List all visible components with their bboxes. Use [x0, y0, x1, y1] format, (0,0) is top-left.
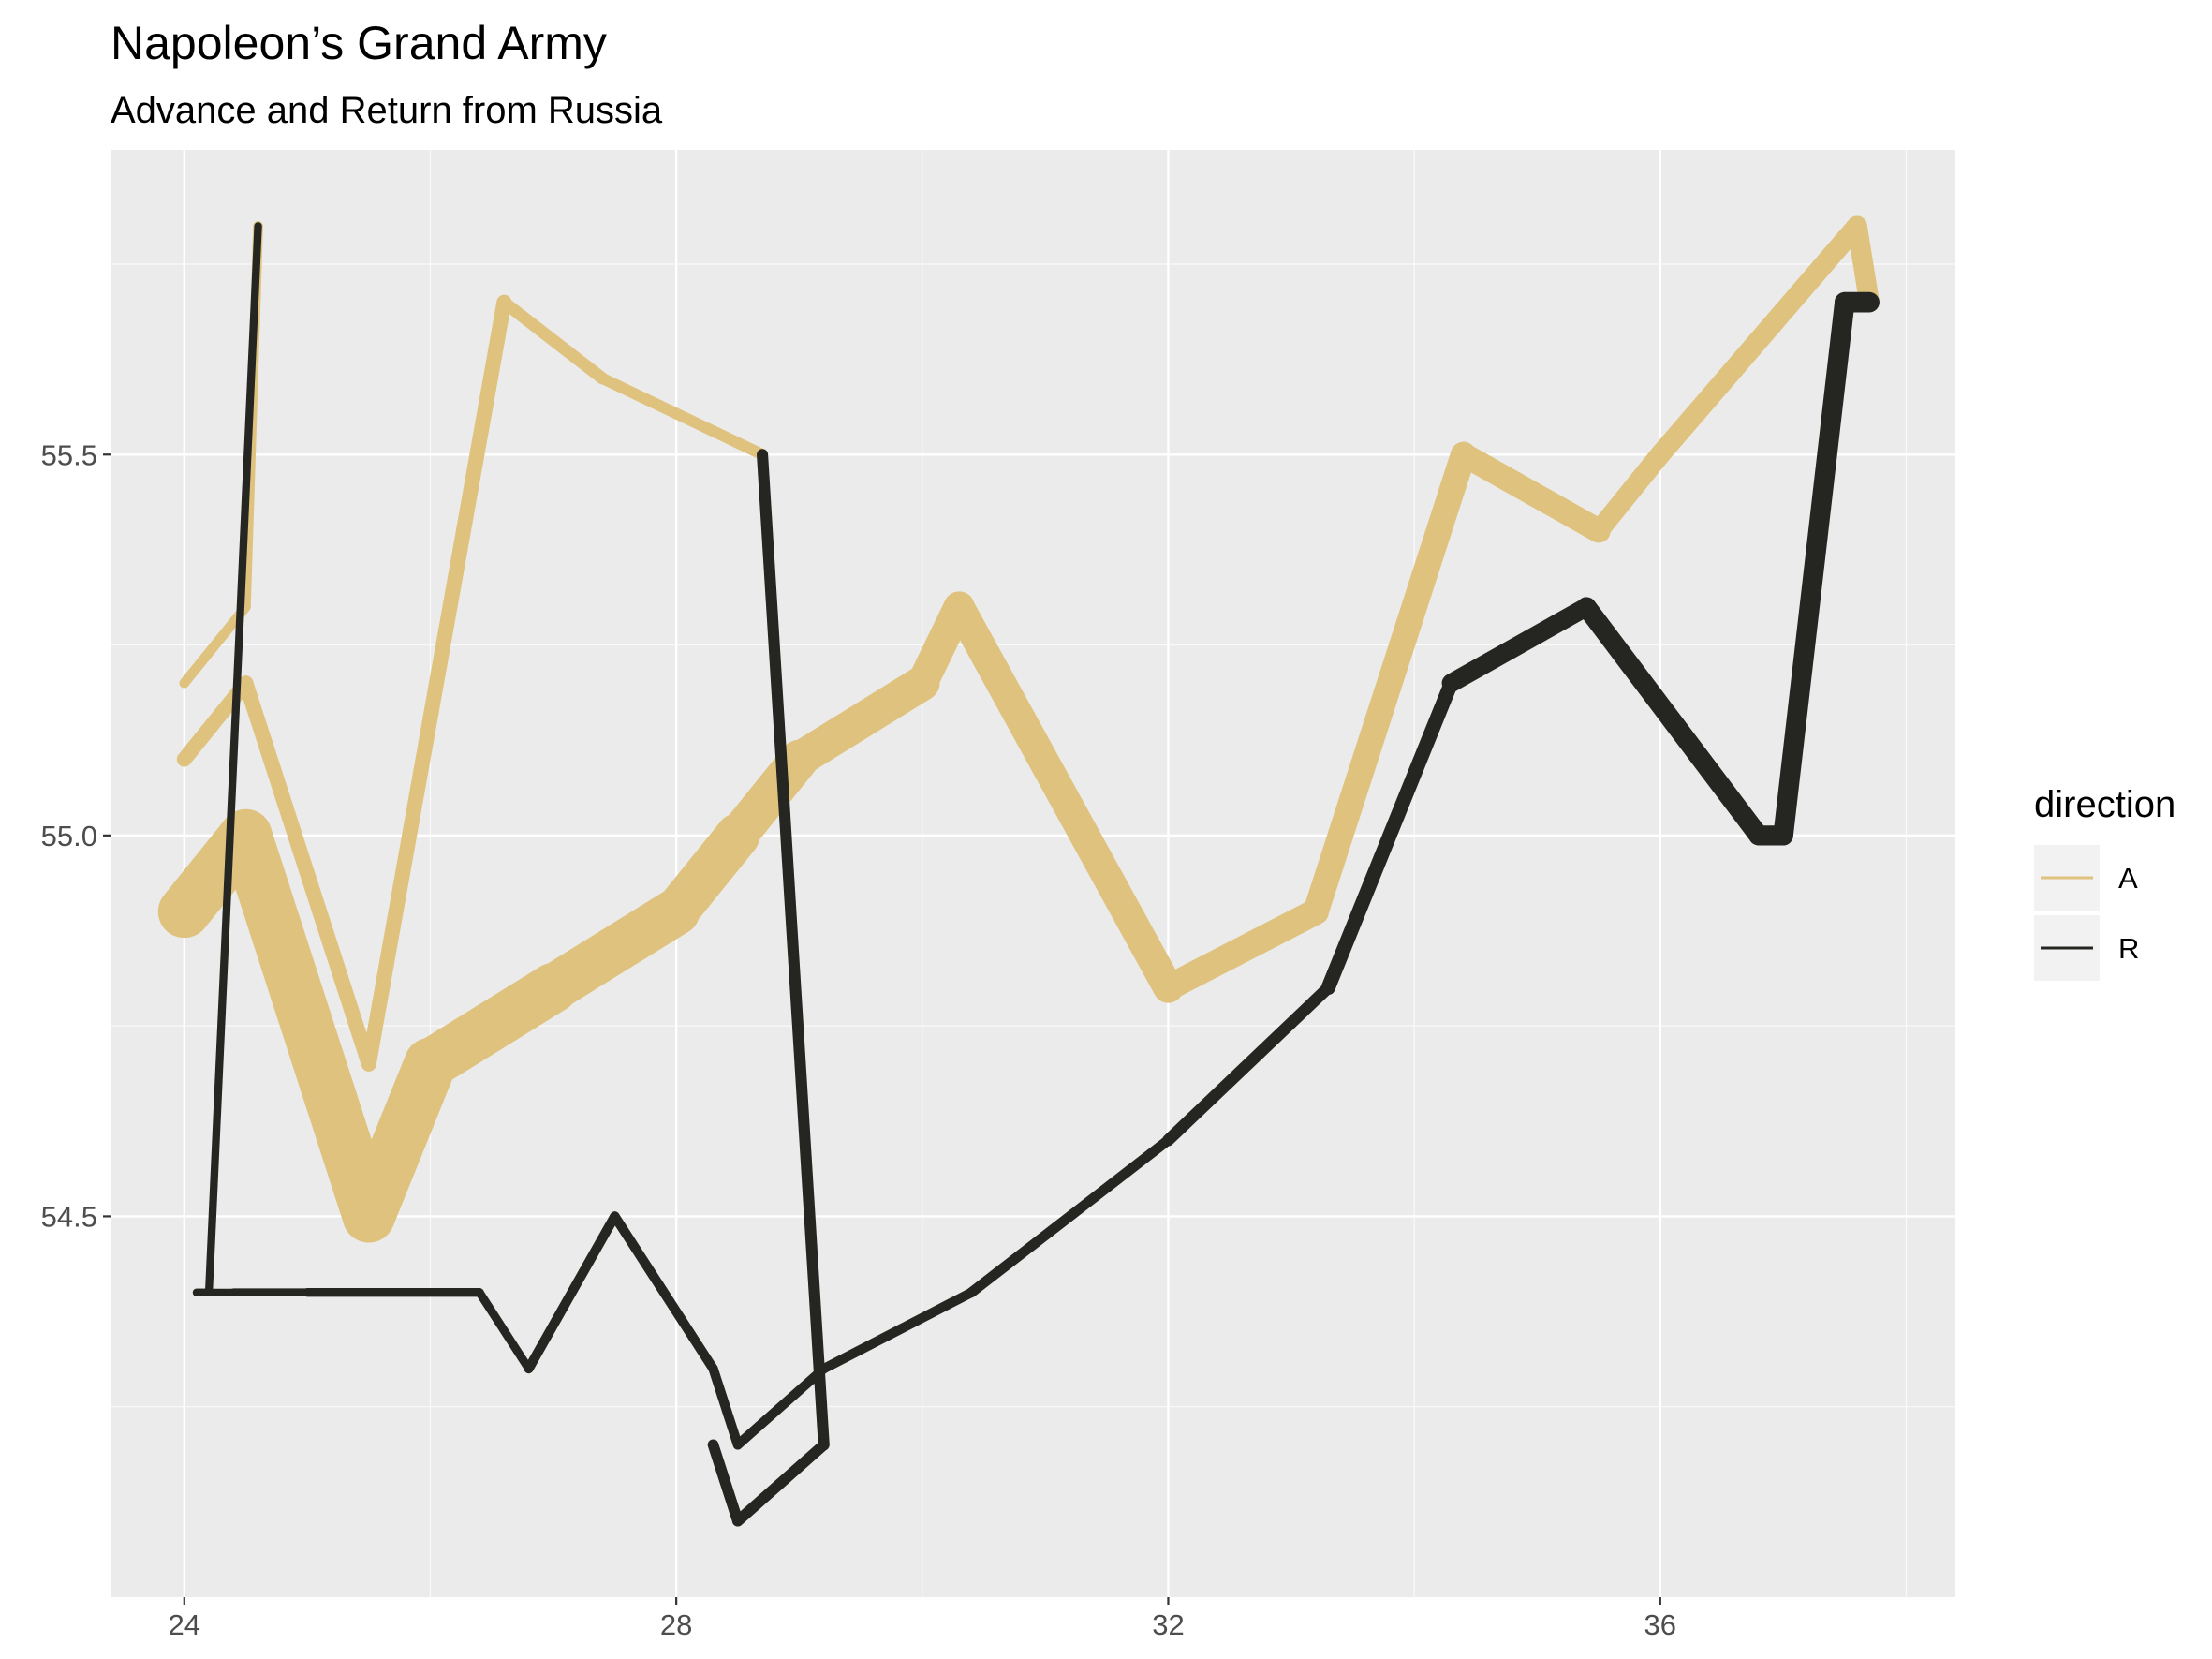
- army-path-segment-a: [342, 1037, 457, 1243]
- army-path-segment-a: [497, 296, 609, 385]
- army-path-segment-a: [1588, 444, 1671, 541]
- minor-gridlines: [111, 150, 1955, 1597]
- x-tick-label: 28: [660, 1608, 692, 1641]
- legend-label-a: A: [2118, 862, 2138, 895]
- army-path-segment-a: [238, 675, 376, 1072]
- army-path-segment-r: [732, 1363, 829, 1450]
- chart-title: Napoleon’s Grand Army: [111, 17, 607, 69]
- legend-label-r: R: [2118, 932, 2139, 965]
- y-axis: 54.5 55.0 55.5: [41, 438, 111, 1233]
- army-path-segment-a: [529, 888, 700, 1012]
- army-path-segment-a: [361, 294, 512, 1072]
- army-path-segment-a: [781, 665, 940, 778]
- army-path-segment-r: [475, 1288, 534, 1373]
- army-path-segment-r: [1576, 597, 1769, 846]
- army-path-segment-a: [405, 962, 579, 1089]
- army-path-segment-r: [731, 1439, 830, 1527]
- plot-panel: [111, 150, 1955, 1597]
- army-path-segment-a: [179, 601, 251, 689]
- army-path-segment-a: [1451, 442, 1611, 543]
- army-path-segment-r: [707, 1439, 744, 1527]
- army-path-segment-r: [757, 449, 830, 1451]
- army-path-segment-r: [1162, 982, 1335, 1147]
- army-path-segment-a: [1847, 215, 1880, 313]
- army-path-segment-a: [1155, 898, 1330, 1001]
- army-path-segment-a: [597, 372, 769, 461]
- army-path-segment-r: [1773, 291, 1855, 846]
- army-path-segment-r: [966, 1134, 1173, 1298]
- army-path-segment-r: [610, 1211, 718, 1374]
- x-tick-label: 32: [1152, 1608, 1184, 1641]
- x-tick-label: 24: [169, 1608, 200, 1641]
- y-tick-label: 54.5: [41, 1200, 97, 1233]
- army-path-segment-a: [1303, 441, 1477, 925]
- army-path-segment-r: [1441, 597, 1596, 693]
- y-tick-label: 55.5: [41, 438, 97, 471]
- army-path-segment-r: [818, 1287, 977, 1374]
- army-path-segment-r: [708, 1363, 743, 1450]
- y-tick-label: 55.0: [41, 820, 97, 852]
- army-path-segment-a: [219, 808, 395, 1243]
- army-paths: [157, 215, 1880, 1527]
- army-path-segment-r: [1320, 675, 1459, 996]
- x-axis: 24 28 32 36: [169, 1597, 1676, 1641]
- legend-title: direction: [2034, 784, 2175, 825]
- army-path-segment-r: [524, 1211, 620, 1374]
- army-path-segment-a: [1649, 215, 1867, 466]
- chart-subtitle: Advance and Return from Russia: [111, 90, 663, 131]
- legend: direction A R: [2034, 784, 2175, 981]
- army-path-segment-a: [943, 591, 1184, 1003]
- x-tick-label: 36: [1644, 1608, 1676, 1641]
- army-path-segment-r: [204, 222, 262, 1296]
